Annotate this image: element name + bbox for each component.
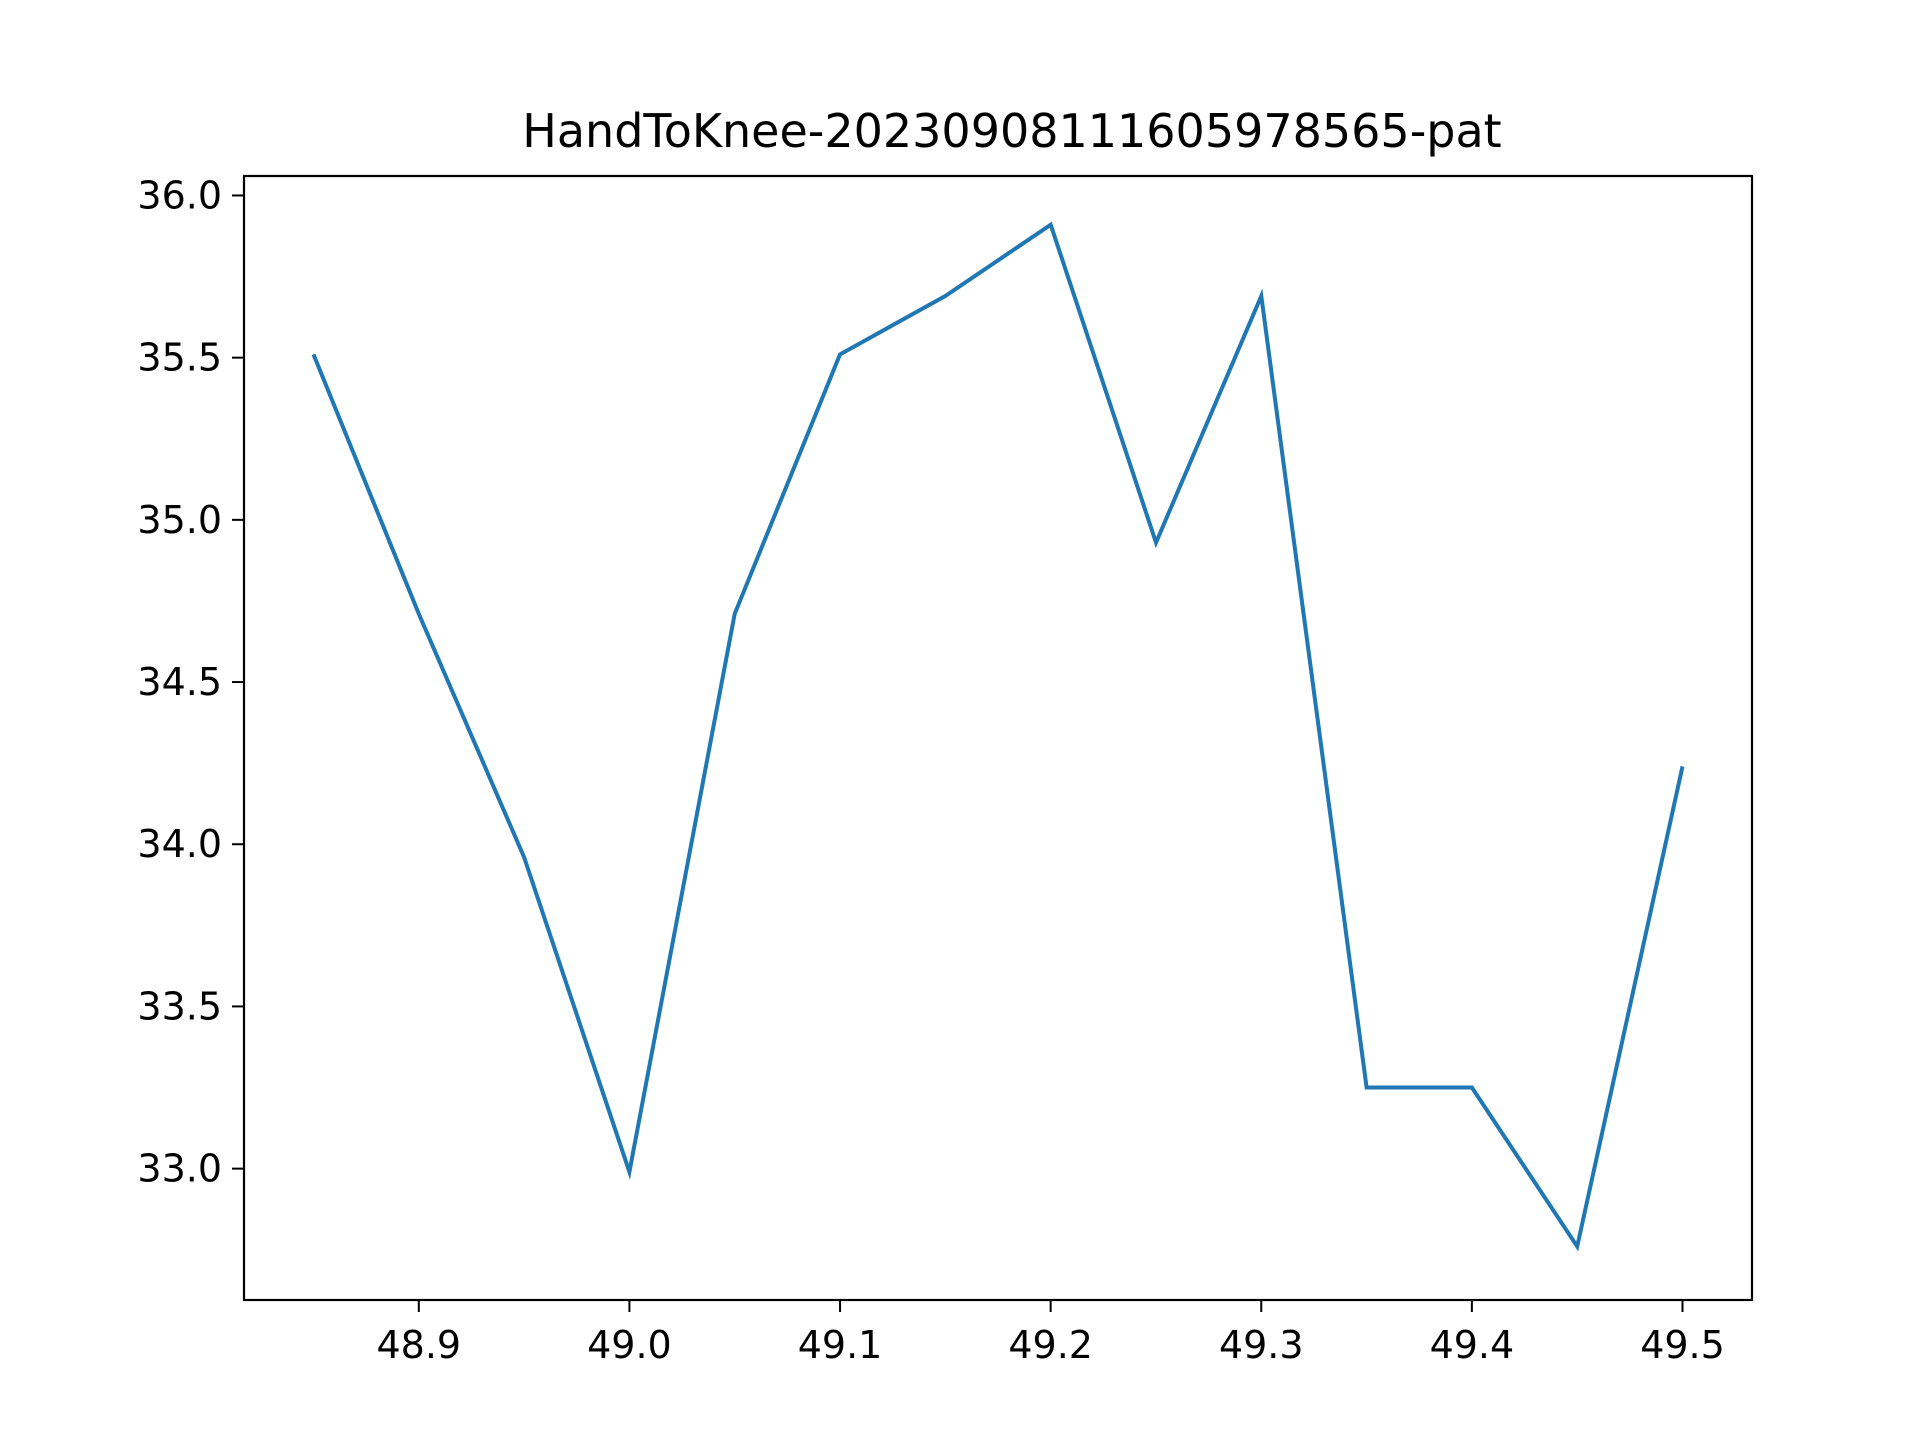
x-tick-label: 48.9	[377, 1323, 462, 1367]
chart-title: HandToKnee-20230908111605978565-pat	[522, 104, 1501, 158]
x-tick-label: 49.0	[587, 1323, 672, 1367]
x-tick-label: 49.2	[1008, 1323, 1093, 1367]
y-tick-label: 34.0	[137, 822, 222, 866]
plot-area	[311, 221, 1685, 1252]
y-tick-label: 35.5	[137, 336, 222, 380]
x-tick-label: 49.5	[1640, 1323, 1725, 1367]
y-tick-label: 33.0	[137, 1147, 222, 1191]
y-tick-label: 34.5	[137, 660, 222, 704]
series-line	[311, 221, 1685, 1252]
x-tick-label: 49.4	[1430, 1323, 1515, 1367]
y-tick-label: 35.0	[137, 498, 222, 542]
y-axis: 33.0 33.5 34.0 34.5 35.0 35.5 36.0	[137, 173, 244, 1191]
x-tick-label: 49.1	[798, 1323, 883, 1367]
x-tick-label: 49.3	[1219, 1323, 1304, 1367]
y-tick-label: 33.5	[137, 984, 222, 1028]
y-tick-label: 36.0	[137, 173, 222, 217]
plot-frame	[242, 174, 1754, 1302]
x-axis: 48.9 49.0 49.1 49.2 49.3 49.4 49.5	[377, 1300, 1725, 1367]
